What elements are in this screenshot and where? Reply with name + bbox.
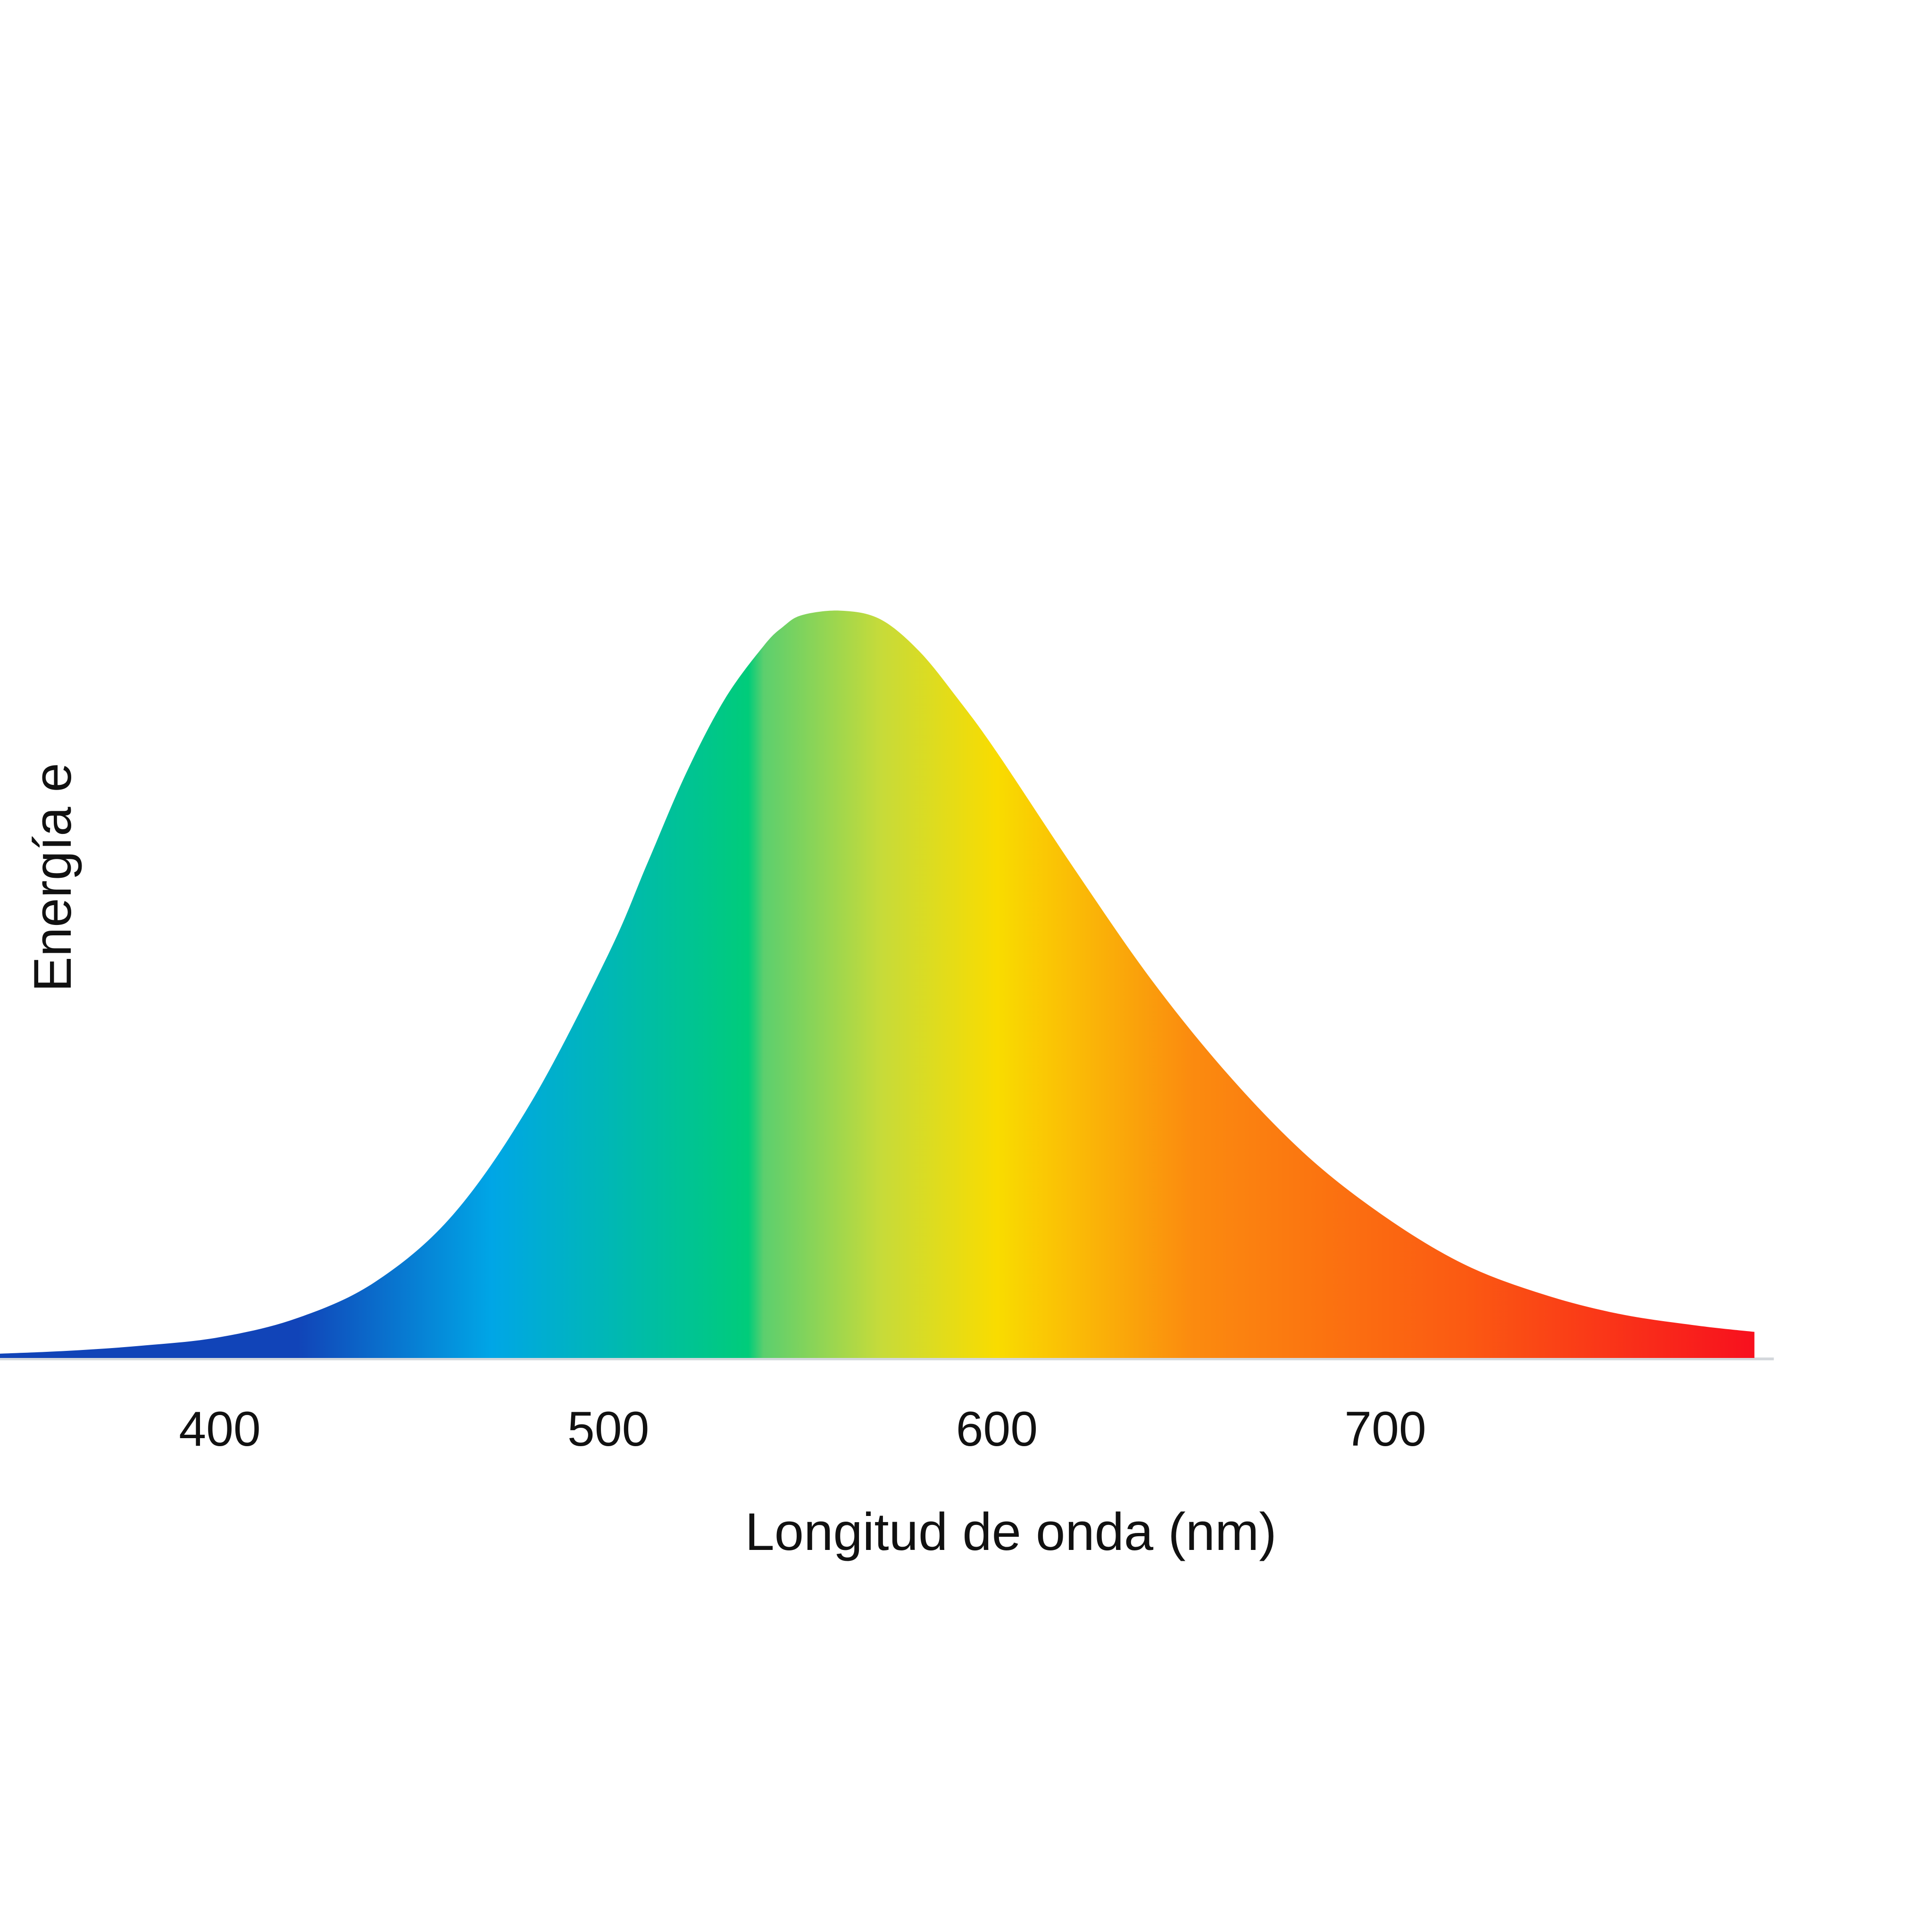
x-tick-label: 400 (179, 1402, 261, 1457)
x-axis-title: Longitud de onda (nm) (745, 1502, 1277, 1561)
y-axis-title: Energía e (23, 763, 82, 992)
x-tick-labels: 400 500 600 700 (179, 1402, 1426, 1457)
x-tick-label: 500 (567, 1402, 650, 1457)
x-tick-label: 600 (956, 1402, 1038, 1457)
x-axis: 400 500 600 700 (0, 1357, 1774, 1457)
spectrum-area (0, 610, 1755, 1358)
x-tick-label: 700 (1344, 1402, 1426, 1457)
